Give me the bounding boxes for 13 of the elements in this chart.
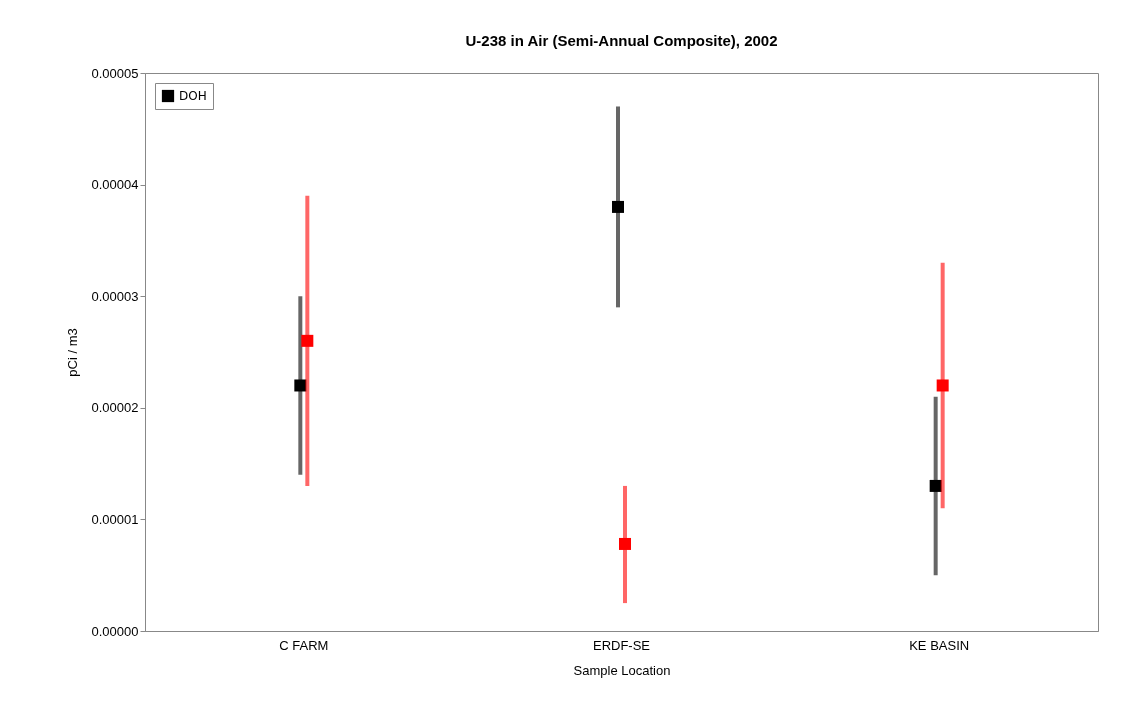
y-axis-title: pCi / m3 <box>64 328 80 377</box>
y-tick-label: 0.00001 <box>91 511 139 527</box>
x-tick-label: ERDF-SE <box>592 637 651 653</box>
y-tick-label: 0.00004 <box>91 177 139 193</box>
x-axis-title: Sample Location <box>573 662 671 678</box>
y-tick-label: 0.00002 <box>91 400 139 416</box>
y-tick-label: 0.00005 <box>91 65 139 81</box>
chart-title: U-238 in Air (Semi-Annual Composite), 2002 <box>465 32 778 49</box>
legend-label: DOH <box>179 89 207 103</box>
y-tick-label: 0.00003 <box>91 288 139 304</box>
x-tick-label: KE BASIN <box>909 637 970 653</box>
x-tick-label: C FARM <box>279 637 329 653</box>
y-tick-label: 0.00000 <box>91 623 139 639</box>
